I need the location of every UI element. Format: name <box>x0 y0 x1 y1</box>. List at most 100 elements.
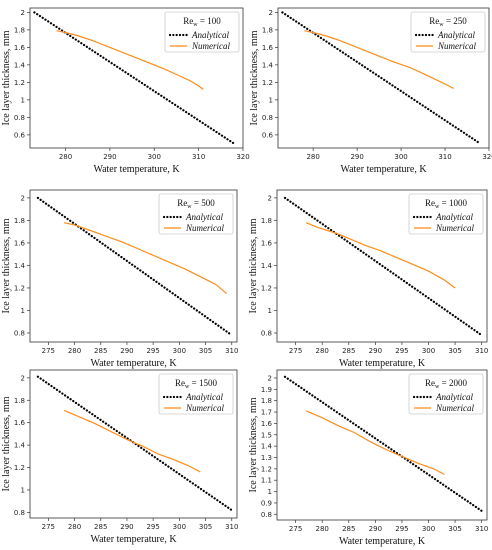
plot-frame <box>277 7 490 149</box>
analytical-series-line <box>281 11 482 145</box>
y-tick-label: 1.1 <box>261 477 272 485</box>
y-tick-label: 1.8 <box>261 217 272 225</box>
x-tick-label: 290 <box>120 347 133 355</box>
y-tick-label: 1 <box>21 486 25 494</box>
y-tick-label: 1.2 <box>14 79 25 87</box>
numerical-series-line <box>305 410 445 476</box>
y-tick-label: 1.2 <box>261 465 272 473</box>
y-tick-label: 1.7 <box>261 409 272 417</box>
y-tick-label: 0.9 <box>261 499 272 507</box>
x-tick-label: 300 <box>148 153 161 161</box>
y-tick-label: 1.6 <box>261 420 273 428</box>
y-tick-label: 0.6 <box>262 131 274 139</box>
y-tick-label: 1.4 <box>14 61 26 69</box>
y-axis-label: Ice layer thickness, mm <box>1 396 12 491</box>
chart-panel-4: 275 280 285 290 295 300 305 310 0.8 1 1.2 1.4 1.6 1.8… <box>248 189 488 369</box>
x-tick-label: 285 <box>94 347 107 355</box>
y-tick-label: 2 <box>268 374 272 382</box>
legend-entry-label: Numerical <box>191 41 230 51</box>
x-tick-label: 290 <box>120 523 133 531</box>
plot-frame <box>276 369 488 521</box>
legend-entry-label: Numerical <box>185 403 224 413</box>
y-tick-label: 1.8 <box>261 397 272 405</box>
legend-title-subscript: w <box>435 204 440 210</box>
y-tick-label: 1.2 <box>14 464 25 472</box>
analytical-series-line <box>283 196 483 337</box>
x-tick-label: 305 <box>199 523 212 531</box>
y-tick-label: 1 <box>268 488 272 496</box>
legend-box <box>408 373 484 415</box>
legend-entry-label: Analytical <box>437 30 475 40</box>
plot-frame <box>29 7 244 149</box>
x-tick-label: 305 <box>199 347 212 355</box>
x-tick-label: 290 <box>369 347 382 355</box>
legend-title-value: = 1000 <box>439 198 467 208</box>
y-axis-label: Ice layer thickness, mm <box>1 30 12 125</box>
legend-title-re: Re <box>425 198 435 208</box>
x-tick-label: 300 <box>394 153 407 161</box>
x-tick-label: 280 <box>68 523 81 531</box>
legend-title-re: Re <box>425 378 435 388</box>
x-tick-label: 285 <box>342 525 355 533</box>
x-tick-label: 295 <box>395 347 408 355</box>
numerical-series-line <box>63 222 227 295</box>
legend-title-re: Re <box>175 378 185 388</box>
x-tick-label: 300 <box>173 347 186 355</box>
y-tick-label: 1.6 <box>14 239 26 247</box>
y-tick-label: 1.5 <box>261 431 272 439</box>
x-tick-label: 320 <box>482 153 492 161</box>
legend-title-subscript: w <box>435 384 440 390</box>
legend-title-subscript: w <box>193 22 198 28</box>
legend-box <box>158 373 234 415</box>
y-tick-label: 1.2 <box>14 284 25 292</box>
legend-entry-label: Numerical <box>435 403 474 413</box>
x-tick-label: 295 <box>146 523 159 531</box>
y-tick-label: 1.6 <box>14 44 26 52</box>
x-tick-label: 300 <box>422 525 435 533</box>
x-tick-label: 290 <box>103 153 116 161</box>
y-tick-label: 1.4 <box>261 443 273 451</box>
legend-title: Rew = 1500 <box>175 378 217 390</box>
y-tick-label: 1.4 <box>14 442 26 450</box>
x-tick-label: 310 <box>438 153 451 161</box>
legend-entry-label: Analytical <box>435 212 473 222</box>
legend-box <box>408 193 484 235</box>
y-tick-label: 2 <box>269 9 273 17</box>
legend-title-value: = 100 <box>198 16 222 26</box>
y-tick-label: 1.4 <box>262 61 274 69</box>
y-tick-label: 1.4 <box>261 262 273 270</box>
x-tick-label: 275 <box>42 523 55 531</box>
y-tick-label: 1 <box>268 307 272 315</box>
legend-title-subscript: w <box>439 22 444 28</box>
x-axis-label: Water temperature, K <box>339 536 426 547</box>
numerical-series-line <box>305 222 456 289</box>
y-tick-label: 0.8 <box>14 509 25 517</box>
x-tick-label: 305 <box>448 525 461 533</box>
legend-title-re: Re <box>429 16 439 26</box>
y-tick-label: 1 <box>269 96 273 104</box>
x-tick-label: 310 <box>225 347 238 355</box>
chart-panel-5: 275 280 285 290 295 300 305 310 0.8 1 1.2 1.4 1.6 1.8… <box>1 369 238 545</box>
y-tick-label: 2 <box>21 9 25 17</box>
x-tick-label: 290 <box>350 153 363 161</box>
chart-panel-3: 275 280 285 290 295 300 305 310 0.8 1 1.2 1.4 1.6 1.8… <box>1 189 238 369</box>
numerical-series-line <box>63 409 201 473</box>
x-tick-label: 295 <box>395 525 408 533</box>
x-tick-label: 310 <box>192 153 205 161</box>
x-tick-label: 300 <box>173 523 186 531</box>
y-tick-label: 1.2 <box>262 79 273 87</box>
numerical-series-line <box>304 30 455 90</box>
y-tick-label: 1.8 <box>14 217 25 225</box>
y-tick-label: 1.6 <box>262 44 274 52</box>
y-tick-label: 1.8 <box>14 397 25 405</box>
y-tick-label: 0.8 <box>261 511 272 519</box>
y-tick-label: 0.8 <box>261 329 272 337</box>
y-tick-label: 1 <box>21 96 25 104</box>
x-axis-label: Water temperature, K <box>90 534 177 545</box>
y-tick-label: 1.8 <box>262 26 273 34</box>
y-tick-label: 2 <box>21 194 25 202</box>
x-tick-label: 305 <box>448 347 461 355</box>
